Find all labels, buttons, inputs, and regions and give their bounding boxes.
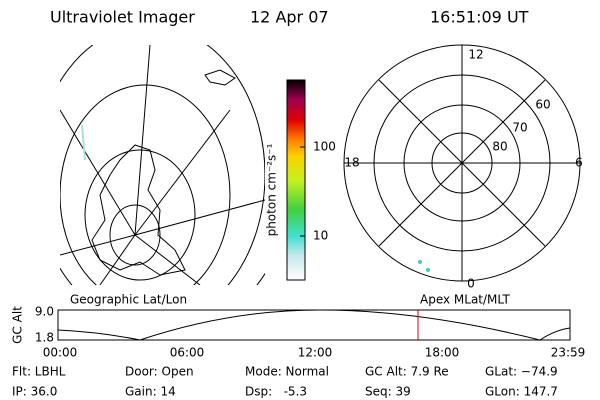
panel-label: Geographic Lat/Lon <box>70 293 187 307</box>
mlt-label: 12 <box>468 48 483 62</box>
status-item: Dsp: -5.3 <box>245 385 307 399</box>
panel-label: Apex MLat/MLT <box>420 293 510 307</box>
orbit-y-label: 9.0 <box>35 305 54 319</box>
orbit-x-label: 23:59 <box>551 346 586 360</box>
status-block: Flt: LBHL Door: Open Mode: Normal GC Alt: 7… <box>12 365 558 399</box>
status-item: GLon: 147.7 <box>485 385 558 399</box>
lat-label: 70 <box>512 121 527 135</box>
colorbar-tick-label: 100 <box>313 140 336 154</box>
title: Ultraviolet Imager <box>50 8 195 27</box>
colorbar-label: photon cm⁻²s⁻¹ <box>265 143 279 236</box>
geographic-map <box>60 45 265 285</box>
orbit-x-label: 06:00 <box>170 346 205 360</box>
date: 12 Apr 07 <box>250 8 329 27</box>
lat-label: 80 <box>492 140 507 154</box>
status-item: Mode: Normal <box>245 365 329 379</box>
orbit-y-label: 1.8 <box>35 331 54 345</box>
status-item: IP: 36.0 <box>12 385 57 399</box>
status-item: Door: Open <box>125 365 194 379</box>
orbit-x-label: 12:00 <box>298 346 333 360</box>
orbit-curve <box>57 309 571 341</box>
mlt-label: 0 <box>467 277 475 291</box>
colorbar <box>286 79 306 281</box>
orbit-x-label: 18:00 <box>425 346 460 360</box>
status-item: Seq: 39 <box>365 385 411 399</box>
orbit-axis-label: GC Alt <box>11 306 25 344</box>
mlt-label: 18 <box>344 156 359 170</box>
lat-label: 60 <box>535 98 550 112</box>
mlt-label: 6 <box>575 156 583 170</box>
status-item: GLat: −74.9 <box>485 365 558 379</box>
status-item: GC Alt: 7.9 Re <box>365 365 449 379</box>
colorbar-tick-label: 10 <box>313 229 328 243</box>
orbit-x-label: 00:00 <box>43 346 78 360</box>
status-item: Flt: LBHL <box>12 365 66 379</box>
time: 16:51:09 UT <box>430 8 529 27</box>
status-item: Gain: 14 <box>125 385 176 399</box>
polar-plot <box>343 44 581 282</box>
